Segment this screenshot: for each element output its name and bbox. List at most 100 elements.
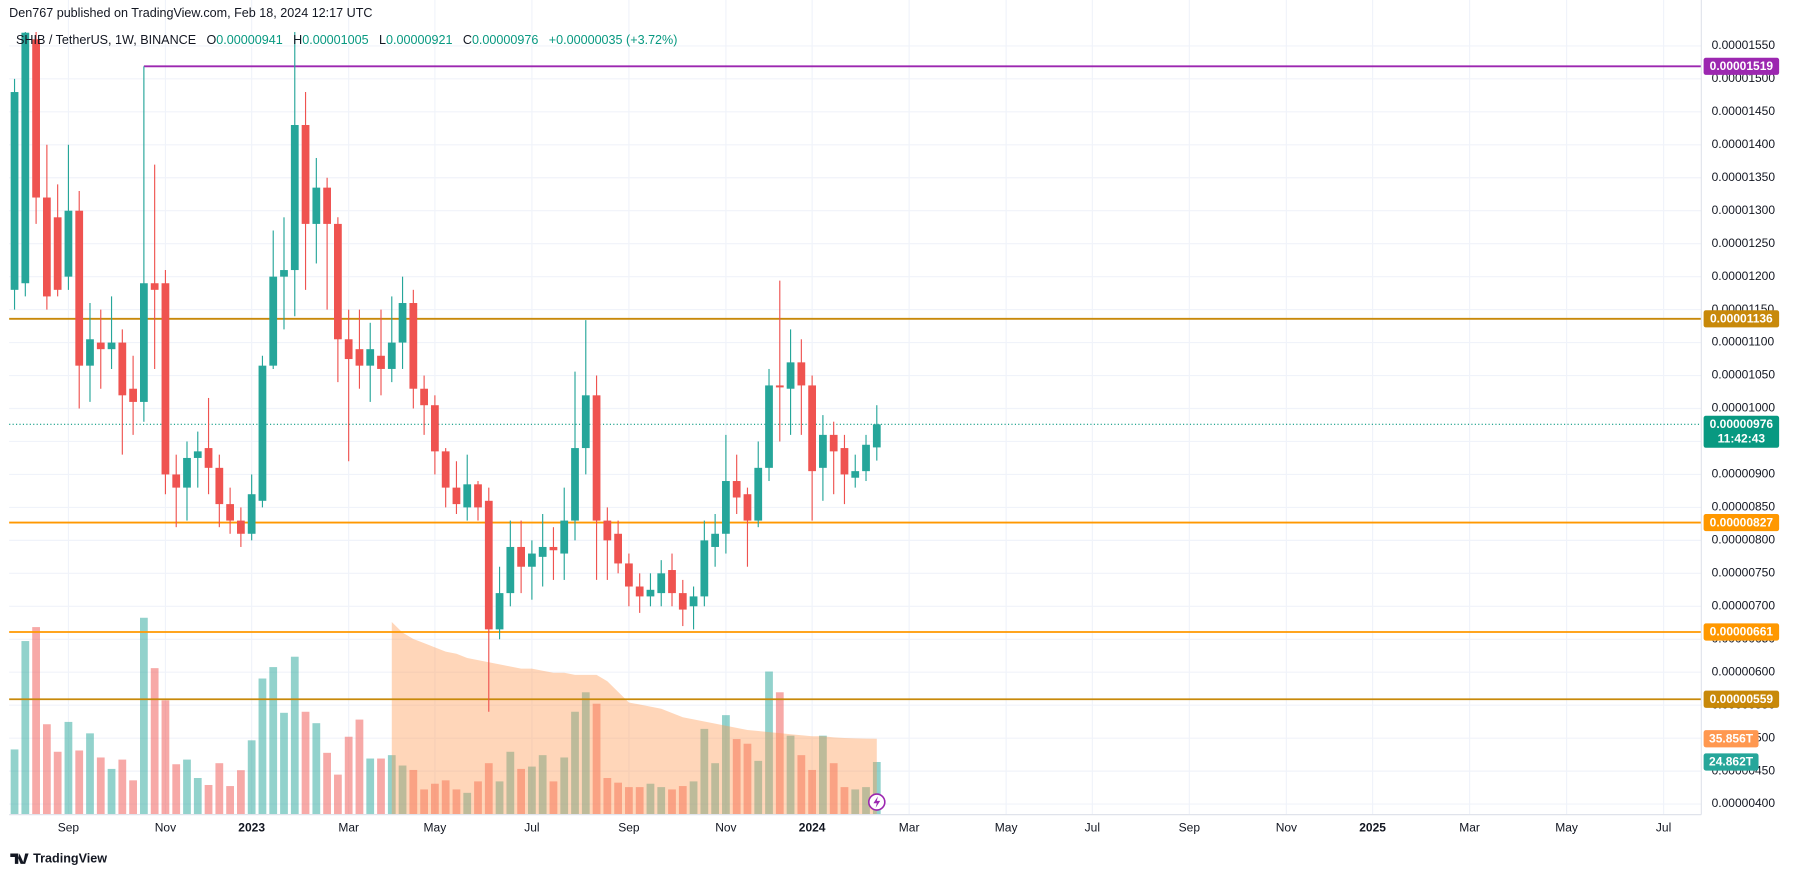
volume-bar [398,765,407,815]
ohlc-key: L [379,34,386,48]
last-price-box [1703,415,1780,448]
volume-bar [872,762,881,815]
volume-bar [840,787,849,815]
volume-bar [215,763,224,815]
volume-ma-area [391,622,877,815]
x-tick-label: May [1555,821,1578,835]
candle-body [571,448,579,521]
candle-body [204,448,213,468]
volume-bar [334,774,342,815]
volume-bar [269,667,278,815]
y-tick-label: 0.00001250 [1712,236,1776,250]
x-tick-label: Jul [1085,821,1100,835]
volume-bar [678,786,687,815]
candle-body [312,187,321,224]
volume-bar [808,769,817,815]
brand-name: TradingView [33,852,107,866]
volume-bar [700,728,709,815]
volume-bar [775,692,784,815]
candle-body [377,355,385,369]
candle-body [689,596,698,607]
volume-bar [312,723,321,815]
candle-body [323,187,331,224]
level-label: 0.00001136 [1710,312,1773,326]
candle-body [614,533,622,564]
y-tick-label: 0.00000400 [1712,796,1776,810]
candle-body [226,504,234,521]
ohlc-value: 0.00000921 [386,34,452,48]
volume-bar [42,724,51,815]
candle-body [495,593,504,630]
candle-body [290,125,299,271]
candle-body [484,500,493,630]
candle-body [657,573,666,594]
candle-body [775,385,784,388]
candle-body [258,365,267,501]
candle-body [280,270,288,277]
candle-body [452,487,461,505]
candle-body [172,474,181,488]
candle-body [668,570,676,594]
ohlc-value: 0.00000941 [216,34,282,48]
candle-body [872,424,881,448]
candle-body [517,546,525,567]
axes: 0.000015500.000015000.000014500.00001400… [58,38,1780,835]
volume-bar [10,749,19,815]
volume-bar [528,766,536,815]
level-label-box [1703,623,1780,641]
candle-body [635,586,644,597]
volume-bar [484,763,493,815]
ohlc-value: 0.00001005 [302,34,368,48]
candle-body [42,197,51,297]
volume-pane [10,617,881,815]
candle-body [722,481,730,534]
volume-bar [722,715,730,815]
volume-bar [560,757,569,815]
candle-body [420,388,428,406]
candle-body [463,484,472,508]
volume-bar [657,787,666,815]
volume-bar [344,736,353,815]
candle-body [237,520,245,534]
candle-body [840,448,849,475]
y-tick-label: 0.00000850 [1712,500,1776,514]
volume-bar [765,671,773,815]
x-tick-label: Mar [1459,821,1480,835]
candle-body [862,444,870,472]
volume-bar [409,769,418,815]
volume-bar [732,739,741,815]
volume-bar [118,759,127,815]
volume-bar [301,711,310,815]
candle-body [851,471,860,478]
level-label-box [1703,57,1780,75]
candle-body [592,395,601,521]
y-tick-label: 0.00001450 [1712,104,1776,118]
volume-bar [377,758,385,815]
volume-bar [237,770,245,815]
replay-icon-bolt [873,796,881,808]
volume-bar [625,787,633,815]
candle-body [118,342,127,396]
ohlc-key: H [293,34,302,48]
x-tick-label: Sep [618,821,640,835]
y-tick-label: 0.00001050 [1712,368,1776,382]
candle-body [387,342,396,369]
levels [9,65,1702,701]
ohlc-value: 0.00000976 [472,34,538,48]
level-label: 0.00001519 [1710,59,1774,73]
volume-bar [140,617,148,815]
x-tick-label: Nov [715,821,736,835]
volume-bar [797,755,806,815]
volume-bar [64,721,73,815]
candle-body [150,283,159,290]
candle-body [193,451,202,458]
volume-bar [366,758,375,815]
x-tick-label: Nov [1276,821,1297,835]
ohlc-key: C [463,34,472,48]
volume-bar [452,789,461,815]
level-label-box [1703,513,1780,532]
volume-bar [86,733,94,815]
candle-body [581,395,590,449]
candle-body [355,349,364,366]
